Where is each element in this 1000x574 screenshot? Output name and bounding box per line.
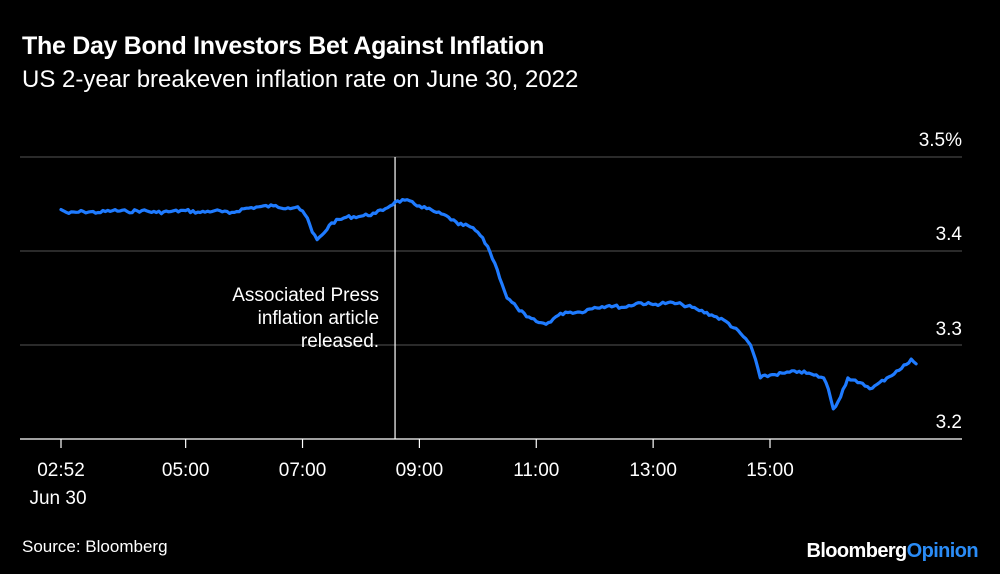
x-tick-label: 15:00: [746, 460, 794, 481]
x-tick-label: 09:00: [396, 460, 444, 481]
bloomberg-opinion-logo: BloombergOpinion: [806, 540, 978, 563]
x-tick-label: 02:52: [37, 460, 85, 481]
series-line: [59, 198, 918, 411]
y-tick-label: 3.2: [936, 412, 962, 433]
x-tick-label: 07:00: [279, 460, 327, 481]
chart-subtitle: US 2-year breakeven inflation rate on Ju…: [22, 66, 579, 93]
logo-suffix: Opinion: [906, 540, 979, 562]
chart-title: The Day Bond Investors Bet Against Infla…: [22, 32, 545, 60]
x-tick-label: 05:00: [162, 460, 210, 481]
x-tick-sublabel: Jun 30: [29, 488, 86, 509]
source-note: Source: Bloomberg: [22, 537, 168, 556]
annotation-text: Associated Press: [232, 285, 379, 306]
y-tick-label: 3.3: [936, 319, 962, 340]
y-tick-label: 3.4: [936, 224, 963, 245]
x-tick-label: 13:00: [629, 460, 677, 481]
x-tick-label: 11:00: [513, 460, 559, 481]
y-tick-label: 3.5%: [919, 130, 962, 151]
annotation-text: inflation article: [258, 308, 379, 329]
annotation-text: released.: [301, 331, 379, 352]
logo-brand: Bloomberg: [806, 540, 907, 562]
